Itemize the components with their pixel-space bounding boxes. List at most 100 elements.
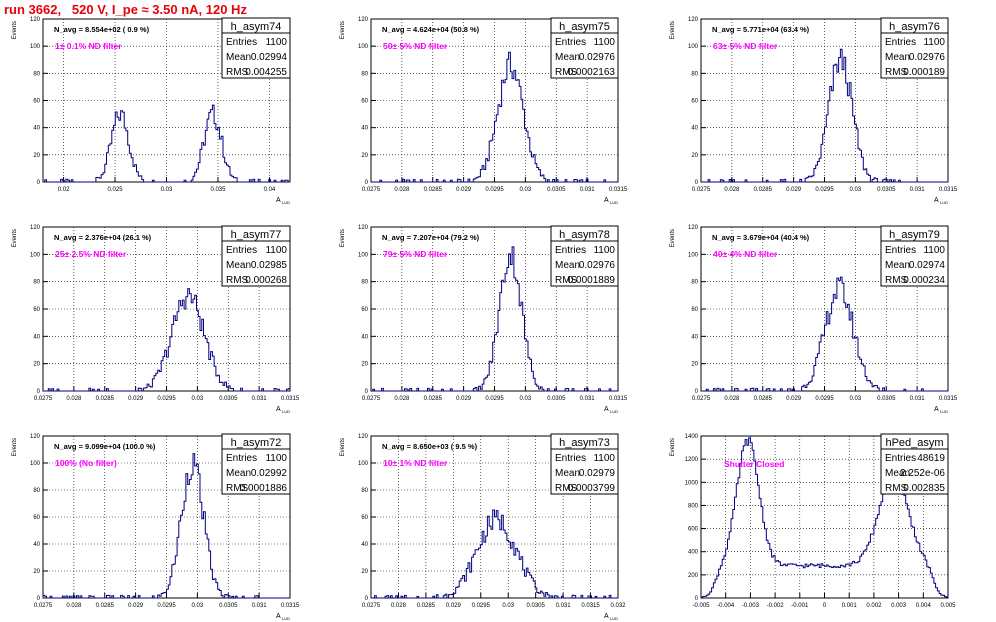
filter-label: 10± 1% ND filter — [383, 458, 448, 468]
y-tick-label: 120 — [358, 17, 369, 23]
navg-label: N_avg = 4.624e+04 (50.8 %) — [382, 25, 480, 34]
y-tick-label: 0 — [365, 389, 369, 395]
y-tick-label: 600 — [688, 527, 699, 533]
stats-key: Mean — [885, 468, 910, 479]
y-tick-label: 40 — [33, 126, 40, 132]
x-tick-label: 0.0275 — [34, 396, 53, 402]
stats-value: 2.252e-06 — [900, 468, 945, 479]
y-tick-label: 120 — [30, 225, 41, 231]
stats-value: 1100 — [265, 453, 287, 464]
stats-title: h_asym74 — [231, 21, 282, 33]
filter-label: 79± 5% ND filter — [383, 249, 448, 259]
y-axis-label: Events — [12, 229, 18, 247]
y-axis-label: Events — [12, 438, 18, 456]
y-tick-label: 0 — [37, 596, 41, 602]
y-tick-label: 120 — [30, 434, 41, 440]
histogram-panel-h_asym77: 0.0275 0.028 0.0285 0.029 0.0295 0.03 0.0305 0.… — [12, 225, 300, 414]
x-axis-label-subscript: LUD — [940, 200, 948, 205]
stats-key: Mean — [885, 260, 910, 271]
x-tick-label: 0.031 — [252, 396, 268, 402]
x-tick-label: 0.0295 — [157, 603, 176, 609]
y-tick-label: 1200 — [685, 457, 699, 463]
stats-key: RMS — [555, 275, 578, 286]
x-tick-label: 0.0305 — [219, 396, 238, 402]
x-tick-label: 0.0295 — [815, 187, 834, 193]
stats-key: Mean — [555, 468, 580, 479]
x-tick-label: 0.031 — [252, 603, 268, 609]
x-tick-label: 0.03 — [850, 187, 862, 193]
x-tick-label: 0.0305 — [526, 603, 545, 609]
run-title: run 3662, 520 V, I_pe ≈ 3.50 nA, 120 Hz — [4, 2, 247, 17]
x-tick-label: 0.03 — [520, 187, 532, 193]
x-axis-label: A — [276, 197, 281, 204]
x-tick-label: 0.0305 — [877, 396, 896, 402]
x-tick-label: -0.003 — [742, 603, 760, 609]
x-tick-label: 0.03 — [161, 187, 173, 193]
x-axis-label-subscript: LUD — [610, 616, 618, 621]
y-tick-label: 20 — [33, 153, 40, 159]
y-tick-label: 100 — [30, 252, 41, 258]
x-axis-label-subscript: LUD — [940, 409, 948, 414]
navg-label: N_avg = 5.771e+04 (63.4 %) — [712, 25, 810, 34]
x-tick-label: 0.028 — [66, 603, 82, 609]
stats-key: RMS — [226, 275, 249, 286]
stats-box — [221, 433, 291, 495]
stats-key: Entries — [885, 453, 916, 464]
stats-key: Mean — [555, 52, 580, 63]
y-axis-label: Events — [340, 229, 346, 247]
stats-value: 0.0002163 — [568, 67, 616, 78]
histogram-line — [371, 509, 618, 599]
x-axis-label: A — [604, 197, 609, 204]
histogram-panel-h_asym79: 0.0275 0.028 0.0285 0.029 0.0295 0.03 0.0305 0.… — [670, 225, 958, 414]
stats-value: 0.02985 — [251, 260, 288, 271]
x-axis-label: A — [276, 406, 281, 413]
x-tick-label: 0.028 — [394, 396, 410, 402]
stats-box — [880, 17, 949, 79]
x-axis-label: A — [604, 406, 609, 413]
stats-value: 1100 — [593, 37, 615, 48]
stats-value: 0.02979 — [579, 468, 616, 479]
y-tick-label: 40 — [361, 542, 368, 548]
x-tick-label: 0.0285 — [754, 187, 773, 193]
x-tick-label: 0.005 — [940, 603, 956, 609]
y-tick-label: 40 — [691, 126, 698, 132]
x-tick-label: 0.035 — [210, 187, 226, 193]
x-tick-label: 0.03 — [192, 603, 204, 609]
x-tick-label: 0.0295 — [815, 396, 834, 402]
x-tick-label: 0.001 — [842, 603, 858, 609]
y-tick-label: 100 — [688, 44, 699, 50]
x-tick-label: 0.0275 — [362, 603, 381, 609]
stats-box — [550, 433, 619, 495]
navg-label: N_avg = 8.554e+02 ( 0.9 %) — [54, 25, 150, 34]
stats-box — [221, 225, 291, 287]
histogram-panel-h_asym78: 0.0275 0.028 0.0285 0.029 0.0295 0.03 0.0305 0.… — [340, 225, 628, 414]
stats-key: Entries — [555, 37, 586, 48]
navg-label: N_avg = 9.099e+04 (100.0 %) — [54, 442, 156, 451]
x-tick-label: 0.0315 — [281, 396, 300, 402]
histogram-line — [42, 453, 290, 599]
y-tick-label: 400 — [688, 550, 699, 556]
stats-title: h_asym76 — [889, 21, 940, 33]
stats-value: 0.02974 — [909, 260, 946, 271]
x-tick-label: 0.029 — [786, 396, 802, 402]
x-tick-label: 0.0295 — [485, 396, 504, 402]
x-tick-label: 0.0315 — [609, 187, 628, 193]
x-tick-label: 0.02 — [58, 187, 70, 193]
stats-title: h_asym79 — [889, 229, 940, 241]
y-tick-label: 1000 — [685, 480, 699, 486]
stats-value: 0.02976 — [579, 52, 616, 63]
x-tick-label: 0.028 — [724, 187, 740, 193]
histogram-line — [43, 288, 291, 392]
y-tick-label: 120 — [358, 225, 369, 231]
stats-value: 0.004255 — [245, 67, 287, 78]
stats-value: 0.02976 — [579, 260, 616, 271]
x-tick-label: 0.03 — [520, 396, 532, 402]
x-tick-label: 0.025 — [108, 187, 124, 193]
x-tick-label: 0.0315 — [939, 187, 958, 193]
y-tick-label: 1400 — [685, 434, 699, 440]
x-tick-label: 0.0305 — [547, 396, 566, 402]
filter-label: 1± 0.1% ND filter — [55, 41, 122, 51]
x-tick-label: 0.031 — [580, 187, 596, 193]
x-tick-label: 0.0275 — [362, 396, 381, 402]
